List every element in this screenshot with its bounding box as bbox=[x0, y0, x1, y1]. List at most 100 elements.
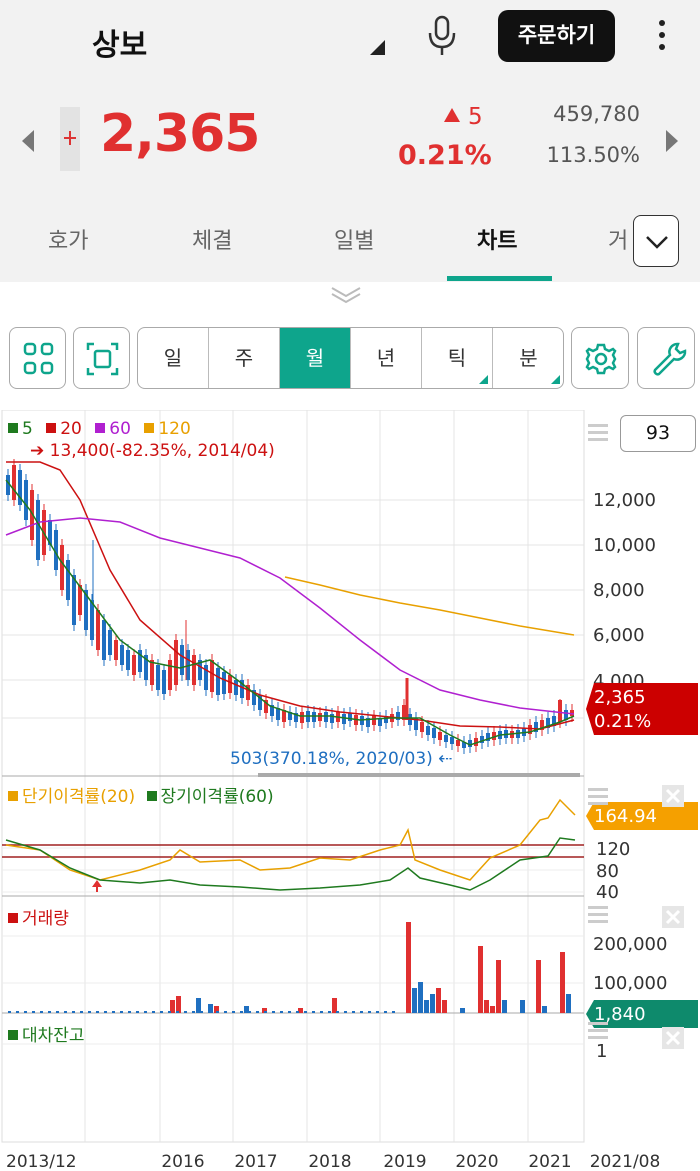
tab-chart[interactable]: 차트 bbox=[477, 229, 518, 254]
volume-bar bbox=[478, 946, 483, 1013]
candle bbox=[396, 712, 400, 720]
current-price-badge: 2,365 0.21% bbox=[586, 683, 698, 735]
volume-bar bbox=[332, 998, 337, 1013]
legend-swatch bbox=[8, 913, 18, 923]
volume-bar bbox=[384, 1011, 387, 1013]
volume-bar bbox=[208, 1011, 211, 1013]
candle bbox=[186, 650, 190, 680]
stock-name[interactable]: 상보 bbox=[92, 28, 148, 63]
legend-swatch bbox=[8, 791, 18, 801]
volume-value-badge: 1,840 bbox=[586, 1000, 698, 1028]
disparity-tick-label: 80 bbox=[596, 861, 619, 882]
collapse-handle-icon[interactable] bbox=[330, 284, 362, 304]
tab-more-partial[interactable]: 거 bbox=[608, 229, 629, 254]
menu-bar bbox=[588, 424, 608, 427]
tab-orderbook[interactable]: 호가 bbox=[48, 229, 89, 254]
layout-grid-button[interactable] bbox=[9, 327, 66, 389]
volume-bar bbox=[170, 1000, 175, 1013]
volume-bar bbox=[280, 1011, 283, 1013]
candle bbox=[318, 713, 322, 721]
price-tick-label: 6,000 bbox=[593, 625, 645, 646]
volume-bar bbox=[200, 1011, 203, 1013]
legend-long-disparity: 장기이격률(60) bbox=[160, 787, 274, 807]
candle bbox=[240, 680, 244, 698]
period-week[interactable]: 주 bbox=[209, 328, 280, 388]
volume-bar bbox=[490, 1006, 495, 1013]
legend-swatch bbox=[46, 423, 57, 433]
prev-stock-icon[interactable] bbox=[22, 130, 34, 152]
menu-bar bbox=[588, 1036, 608, 1039]
price-change-value: 5 bbox=[468, 104, 483, 130]
candle bbox=[528, 725, 532, 734]
candle bbox=[366, 718, 370, 727]
candle bbox=[66, 560, 70, 600]
volume-series bbox=[8, 922, 571, 1013]
volume-bar bbox=[424, 1000, 429, 1013]
fullscreen-button[interactable] bbox=[73, 327, 130, 389]
loan-legend: 대차잔고 bbox=[8, 1021, 85, 1046]
stock-chart[interactable]: 12,00010,0008,0006,0004,0001208040200,00… bbox=[0, 410, 700, 1171]
candle bbox=[210, 660, 214, 692]
price-legend: 5 20 60 120 bbox=[8, 419, 191, 439]
menu-bar bbox=[588, 431, 608, 434]
menu-bar bbox=[588, 788, 608, 791]
candle bbox=[426, 726, 430, 735]
microphone-icon[interactable] bbox=[425, 14, 459, 58]
price-tick-label: 8,000 bbox=[593, 580, 645, 601]
volume-bar bbox=[8, 1011, 11, 1013]
volume-bar bbox=[224, 1011, 227, 1013]
volume-bar bbox=[24, 1011, 27, 1013]
tab-expand-button[interactable] bbox=[633, 215, 679, 267]
menu-bar bbox=[588, 913, 608, 916]
ma60-line bbox=[5, 517, 575, 715]
price-tick-label: 12,000 bbox=[593, 490, 656, 511]
volume-bar bbox=[196, 998, 201, 1013]
candle bbox=[348, 713, 352, 721]
volume-bar bbox=[520, 1000, 525, 1013]
tab-daily[interactable]: 일별 bbox=[334, 229, 375, 254]
more-menu-icon[interactable] bbox=[650, 16, 674, 56]
candle bbox=[60, 545, 64, 590]
order-button[interactable]: 주문하기 bbox=[498, 10, 615, 62]
period-minute: 분 bbox=[519, 346, 538, 370]
volume-bar bbox=[264, 1011, 267, 1013]
candle bbox=[72, 575, 76, 625]
volume-bar bbox=[120, 1011, 123, 1013]
volume-bar bbox=[96, 1011, 99, 1013]
candle bbox=[180, 645, 184, 675]
legend-loan-balance: 대차잔고 bbox=[22, 1026, 85, 1046]
period-year[interactable]: 년 bbox=[351, 328, 422, 388]
disparity-series bbox=[2, 798, 584, 892]
volume-bar bbox=[430, 994, 435, 1013]
volume-bar bbox=[40, 1011, 43, 1013]
next-stock-icon[interactable] bbox=[666, 130, 678, 152]
candle bbox=[552, 716, 556, 726]
volume-bar bbox=[160, 1011, 163, 1013]
tab-trades[interactable]: 체결 bbox=[192, 229, 233, 254]
chart-settings-button[interactable] bbox=[571, 327, 629, 389]
close-x bbox=[665, 1030, 681, 1046]
period-tick-wrap[interactable]: 틱 bbox=[422, 328, 493, 388]
candle bbox=[540, 720, 544, 730]
period-minute-wrap[interactable]: 분 bbox=[493, 328, 563, 388]
candle bbox=[486, 733, 490, 741]
volume-bar bbox=[360, 1011, 363, 1013]
stock-dropdown-icon[interactable] bbox=[370, 40, 385, 55]
volume-bar bbox=[406, 922, 411, 1013]
period-month[interactable]: 월 bbox=[280, 328, 351, 388]
candle bbox=[372, 716, 376, 725]
chart-tools-button[interactable] bbox=[637, 327, 695, 389]
candle bbox=[294, 713, 298, 722]
candle-count-box[interactable]: 93 bbox=[620, 415, 696, 452]
fullscreen-icon bbox=[86, 342, 119, 376]
long-disparity-line bbox=[5, 837, 576, 891]
volume-bar bbox=[272, 1011, 275, 1013]
volume-bar bbox=[288, 1011, 291, 1013]
disparity-legend: 단기이격률(20) 장기이격률(60) bbox=[8, 782, 274, 807]
gear-icon bbox=[585, 343, 617, 375]
period-day[interactable]: 일 bbox=[138, 328, 209, 388]
volume-bar bbox=[344, 1011, 347, 1013]
pane-close-icon bbox=[662, 1027, 684, 1049]
volume-bar bbox=[496, 960, 501, 1013]
value-badge-text: 0.21% bbox=[594, 711, 651, 732]
